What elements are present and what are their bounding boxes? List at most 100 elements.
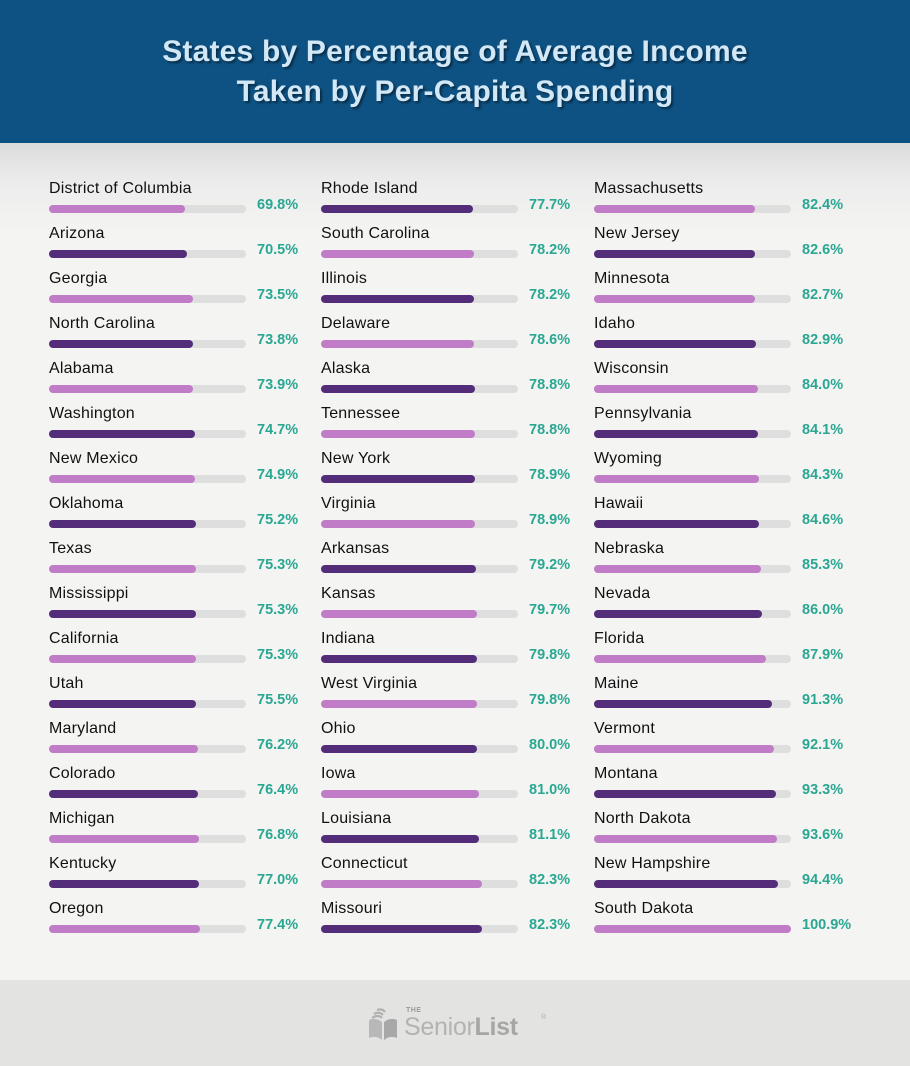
category-label: North Carolina (49, 315, 155, 332)
bar (594, 610, 762, 618)
category-label: North Dakota (594, 810, 691, 827)
value-label: 81.1% (529, 827, 571, 843)
category-label: Rhode Island (321, 180, 418, 197)
bar (594, 745, 774, 753)
logo-the: THE (406, 1007, 422, 1014)
bar (49, 205, 186, 213)
bar-track (594, 610, 791, 618)
category-label: Ohio (321, 720, 356, 737)
chart-column-1: District of Columbia 69.8% Arizona 70.5% Geo… (49, 180, 319, 945)
bar (321, 655, 477, 663)
value-label: 77.7% (529, 197, 571, 213)
bar (321, 610, 477, 618)
bar-track (321, 835, 518, 843)
bar-row: New Jersey 82.6% (594, 225, 864, 270)
bar (321, 790, 480, 798)
category-label: Iowa (321, 765, 356, 782)
bar (594, 250, 756, 258)
bar-track (321, 205, 518, 213)
bar (321, 385, 475, 393)
bar-track (594, 295, 791, 303)
value-label: 73.5% (257, 287, 299, 303)
value-label: 76.4% (257, 782, 299, 798)
bar-row: Alabama 73.9% (49, 360, 319, 405)
category-label: Arkansas (321, 540, 390, 557)
bar-row: Missouri 82.3% (321, 900, 591, 945)
value-label: 75.3% (257, 647, 299, 663)
category-label: Massachusetts (594, 180, 704, 197)
category-label: Georgia (49, 270, 108, 287)
bar-row: Tennessee 78.8% (321, 405, 591, 450)
bar-track (49, 925, 246, 933)
bar-row: Ohio 80.0% (321, 720, 591, 765)
bar (49, 610, 197, 618)
book-icon (369, 1008, 397, 1040)
bar (49, 925, 201, 933)
category-label: Missouri (321, 900, 383, 917)
category-label: Illinois (321, 270, 368, 287)
value-label: 70.5% (257, 242, 299, 258)
value-label: 84.3% (802, 467, 844, 483)
value-label: 79.7% (529, 602, 571, 618)
bar-row: Illinois 78.2% (321, 270, 591, 315)
category-label: Maryland (49, 720, 117, 737)
value-label: 75.5% (257, 692, 299, 708)
category-label: Wisconsin (594, 360, 669, 377)
value-label: 87.9% (802, 647, 844, 663)
bar-track (49, 700, 246, 708)
value-label: 93.6% (802, 827, 844, 843)
bar (321, 430, 475, 438)
bar-row: Florida 87.9% (594, 630, 864, 675)
bar-row: Texas 75.3% (49, 540, 319, 585)
value-label: 94.4% (802, 872, 844, 888)
bar-track (321, 340, 518, 348)
bar (594, 790, 777, 798)
bar-row: Colorado 76.4% (49, 765, 319, 810)
bar-row: District of Columbia 69.8% (49, 180, 319, 225)
bar (594, 385, 758, 393)
bar (49, 430, 195, 438)
bar (321, 880, 482, 888)
chart-title-line-1: States by Percentage of Average Income (162, 34, 748, 68)
bar (49, 250, 187, 258)
value-label: 79.8% (529, 692, 571, 708)
bar-track (594, 385, 791, 393)
value-label: 91.3% (802, 692, 844, 708)
bar-row: North Carolina 73.8% (49, 315, 319, 360)
category-label: South Carolina (321, 225, 430, 242)
bar-row: Connecticut 82.3% (321, 855, 591, 900)
value-label: 76.2% (257, 737, 299, 753)
bar (594, 565, 761, 573)
bar (49, 295, 193, 303)
category-label: Pennsylvania (594, 405, 692, 422)
category-label: Texas (49, 540, 92, 557)
bar-track (594, 475, 791, 483)
bar-track (321, 250, 518, 258)
category-label: New Jersey (594, 225, 680, 242)
category-label: West Virginia (321, 675, 418, 692)
category-label: District of Columbia (49, 180, 192, 197)
bar-row: Alaska 78.8% (321, 360, 591, 405)
bar-track (49, 430, 246, 438)
category-label: Washington (49, 405, 135, 422)
bar-row: Oregon 77.4% (49, 900, 319, 945)
value-label: 82.4% (802, 197, 844, 213)
bar-row: Indiana 79.8% (321, 630, 591, 675)
chart-column-3: Massachusetts 82.4% New Jersey 82.6% Minneso… (594, 180, 864, 945)
category-label: Kansas (321, 585, 376, 602)
footer-band (0, 980, 910, 1066)
bar (321, 340, 475, 348)
logo-senior: Senior (404, 1013, 475, 1041)
category-label: Oklahoma (49, 495, 124, 512)
bar-track (594, 565, 791, 573)
value-label: 79.2% (529, 557, 571, 573)
bar (321, 250, 474, 258)
bar-row: Nebraska 85.3% (594, 540, 864, 585)
value-label: 86.0% (802, 602, 844, 618)
category-label: Alaska (321, 360, 371, 377)
bar-track (321, 745, 518, 753)
bar-row: South Dakota 100.9% (594, 900, 864, 945)
category-label: Tennessee (321, 405, 401, 422)
bar (321, 295, 474, 303)
bar-track (49, 565, 246, 573)
